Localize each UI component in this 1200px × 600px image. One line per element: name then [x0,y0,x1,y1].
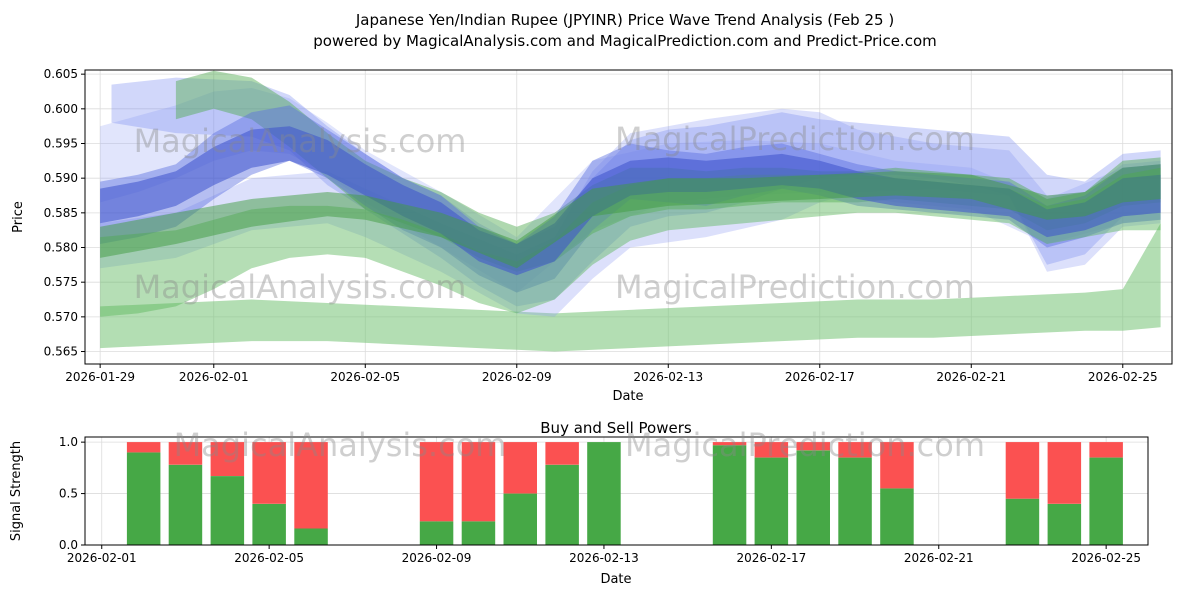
buy-bar [461,521,496,545]
x-tick-label: 2026-02-05 [330,370,400,384]
buy-bar [587,442,621,545]
price-y-axis-label: Price [11,201,26,233]
x-tick-label: 2026-02-21 [904,551,974,565]
x-tick-label: 2026-02-13 [569,551,639,565]
band-blue-light-wide [100,108,1161,317]
x-tick-label: 2026-02-13 [633,370,703,384]
buy-bar [294,528,328,545]
y-tick-label: 0.570 [44,310,78,324]
sell-bar [294,442,328,529]
watermark-magicalprediction-mid: MagicalPrediction.com [615,268,975,306]
band-green-bottom [100,223,1161,352]
buy-bar [252,503,286,545]
buy-bar [419,521,454,545]
watermark-magicalanalysis-top: MagicalAnalysis.com [134,122,467,160]
sell-bar [754,442,789,458]
price-x-axis-label: Date [612,389,643,404]
x-tick-label: 2026-02-01 [67,551,137,565]
sell-bar [126,442,161,453]
band-blue-dark-narrow [100,126,1161,276]
x-tick-label: 2026-02-21 [936,370,1006,384]
x-tick-label: 2026-02-01 [179,370,249,384]
sell-bar [168,442,203,465]
y-tick-label: 0.600 [44,102,78,116]
buy-bar [503,493,537,545]
watermark-magicalprediction-bottom: MagicalPrediction.com [625,426,985,464]
buy-bar [1089,457,1123,545]
buy-bar [210,476,245,545]
sell-bar [461,442,496,522]
sell-bar [503,442,537,494]
buy-bar [168,464,203,545]
buy-bar [838,457,872,545]
sell-bar [838,442,872,458]
buy-sell-power-chart: 0.0 0.5 1.0 2026-02-01 2026-02-05 2026-02-09 2… [59,435,1149,565]
y-tick-label: 0.585 [44,206,78,220]
price-plot-border [84,69,1173,365]
signal-y-axis-label: Signal Strength [9,441,24,541]
watermark-magicalanalysis-bottom: MagicalAnalysis.com [174,426,507,464]
power-plot-border [84,436,1149,546]
bars [126,442,1123,545]
wave-bands [100,70,1161,352]
x-tick-label: 2026-02-09 [402,551,472,565]
buy-bar [1005,498,1040,545]
figure-title-line2: powered by MagicalAnalysis.com and Magic… [313,32,937,50]
buy-bar [754,457,789,545]
y-tick-label: 0.595 [44,137,78,151]
x-tick-label: 2026-02-25 [1088,370,1158,384]
x-tick-label: 2026-02-05 [234,551,304,565]
watermark-magicalanalysis-mid: MagicalAnalysis.com [134,268,467,306]
y-tick-label: 0.605 [44,67,78,81]
buy-bar [880,488,914,545]
x-tick-label: 2026-02-25 [1071,551,1141,565]
sell-bar [419,442,454,522]
sell-bar [712,442,747,446]
sell-bar [796,442,830,451]
buy-bar [545,464,579,545]
x-tick-label: 2026-02-17 [785,370,855,384]
sell-bar [210,442,245,476]
figure-title-line1: Japanese Yen/Indian Rupee (JPYINR) Price… [355,11,894,29]
power-x-axis-label: Date [600,572,631,587]
band-green-dark-narrow [100,164,1161,269]
power-chart-title: Buy and Sell Powers [540,419,692,437]
x-tick-label: 2026-02-09 [482,370,552,384]
watermark-magicalprediction-top: MagicalPrediction.com [615,120,975,158]
sell-bar [1089,442,1123,458]
y-tick-label: 0.0 [59,538,78,552]
buy-bar [1047,503,1082,545]
y-tick-label: 0.5 [59,487,78,501]
y-tick-label: 0.590 [44,171,78,185]
buy-bar [126,452,161,545]
sell-bar [252,442,286,504]
x-tick-label: 2026-01-29 [65,370,135,384]
y-tick-label: 0.575 [44,275,78,289]
y-tick-label: 0.580 [44,241,78,255]
x-tick-label: 2026-02-17 [736,551,806,565]
sell-bar [1005,442,1040,499]
sell-bar [545,442,579,465]
buy-bar [796,450,830,545]
sell-bar [1047,442,1082,504]
buy-bar [712,445,747,545]
sell-bar [880,442,914,489]
y-tick-label: 1.0 [59,435,78,449]
price-wave-chart: 0.565 0.570 0.575 0.580 0.585 0.590 0.595 0.600… [44,67,1173,384]
y-tick-label: 0.565 [44,345,78,359]
